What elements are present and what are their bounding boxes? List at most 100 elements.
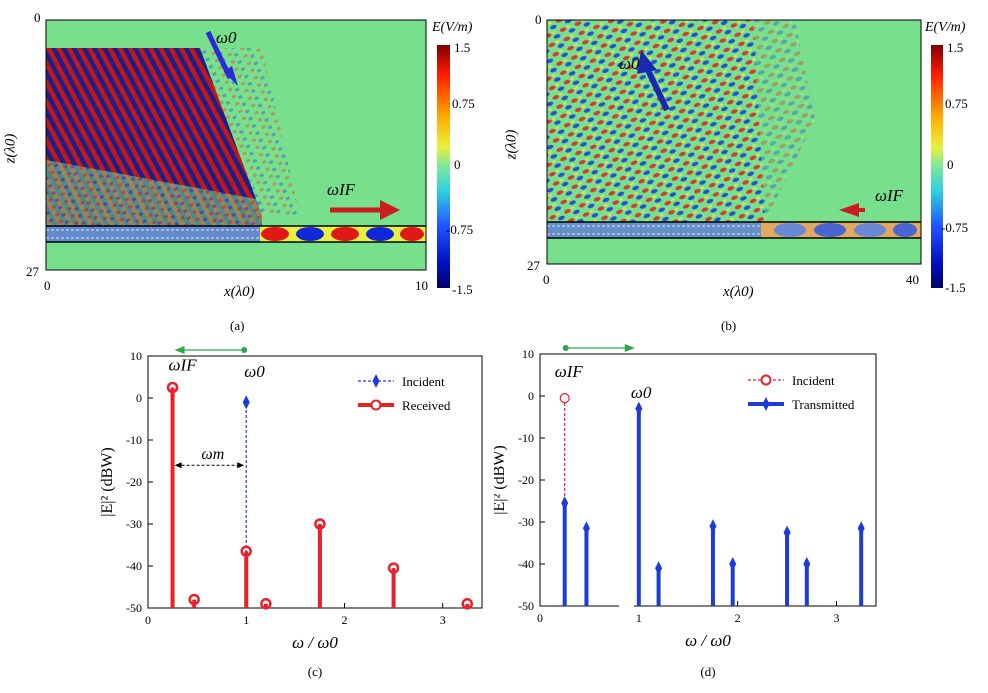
legend-label: Incident — [402, 374, 445, 389]
panel-a: ω0 ωIF 0 27 z(λ0) 0 10 x(λ0) E(V/m) 1.5 … — [0, 0, 474, 335]
field-map-b — [546, 19, 943, 288]
marker-transmitted — [561, 496, 569, 511]
colorbar-tick-b: 0 — [947, 157, 954, 172]
waveguide-left — [46, 226, 260, 242]
field-map-a — [45, 19, 450, 288]
marker-received — [260, 598, 272, 610]
marker-transmitted — [729, 557, 737, 571]
y-tick-label: -30 — [518, 515, 534, 529]
marker-received — [166, 381, 179, 394]
x-axis-label-a: x(λ0) — [224, 284, 255, 300]
marker-transmitted — [655, 561, 663, 576]
caption-a: (a) — [230, 318, 245, 333]
colorbar-tick-a: 0.75 — [452, 96, 475, 111]
y-tick-label: -20 — [518, 473, 534, 487]
y-axis-label: |E|² (dBW) — [99, 447, 116, 516]
panel-caption: (c) — [308, 664, 322, 679]
plot-frame — [539, 353, 877, 607]
x-right-tick-b: 40 — [906, 272, 919, 287]
colorbar-tick-a: -1.5 — [452, 282, 473, 297]
colorbar-tick-a: 1.5 — [454, 40, 471, 55]
colorbar-tick-a: -0.75 — [446, 222, 474, 237]
marker-received — [387, 562, 400, 574]
panel-caption: (d) — [700, 664, 715, 679]
y-tick-label: 0 — [136, 391, 142, 405]
marker-incident — [242, 395, 250, 410]
legend-label: Transmitted — [792, 397, 855, 412]
x-tick-label: 1 — [636, 611, 642, 625]
x-right-tick-a: 10 — [415, 278, 428, 293]
colorbar-b — [931, 45, 943, 288]
x-tick-label: 0 — [537, 611, 543, 625]
caption-b: (b) — [721, 318, 737, 333]
omega0-arrow — [644, 66, 670, 112]
marker-received — [461, 598, 474, 610]
colorbar-tick-a: 0 — [454, 157, 461, 172]
x-axis-label: ω / ω0 — [685, 631, 731, 650]
panel-b: ω0 ωIF 0 27 z(λ0) 0 40 x(λ0) E(V/m) 1.5 … — [495, 0, 988, 335]
y-tick-label: -40 — [126, 559, 142, 573]
y-axis-label: |E|² (dBW) — [494, 445, 508, 514]
x-axis-label-b: x(λ0) — [723, 284, 754, 300]
y-tick-label: 10 — [130, 349, 142, 363]
z-top-tick-a: 0 — [34, 10, 41, 25]
y-tick-label: 0 — [528, 389, 534, 403]
x-tick-label: 2 — [341, 613, 347, 627]
lower-fade-region — [46, 160, 262, 226]
panel-d: 10 0 -10 -20 -30 -40 -50 0 1 2 3 ω / ω0 |E|² (dBW) In… — [491, 340, 988, 688]
colorbar-tick-b: -0.75 — [941, 220, 969, 235]
omegaIF-label-a: ωIF — [327, 180, 356, 199]
wave-fade-region — [200, 48, 300, 215]
marker-transmitted — [803, 557, 811, 571]
legend-label: Incident — [792, 373, 835, 388]
direction-arrow-dot — [562, 345, 569, 351]
marker-transmitted — [857, 521, 865, 536]
omega0-label-b: ω0 — [619, 54, 640, 73]
legend-marker — [762, 397, 770, 411]
omegam-arrow-left — [174, 462, 182, 469]
marker-received — [188, 593, 200, 606]
x-tick-label: 1 — [243, 613, 249, 627]
omega0-label-a: ω0 — [216, 28, 237, 47]
marker-transmitted — [709, 519, 717, 534]
z-bottom-tick-a: 27 — [26, 264, 39, 279]
x-tick-label: 0 — [145, 613, 151, 627]
colorbar-tick-b: -1.5 — [945, 280, 966, 295]
legend-marker — [760, 374, 772, 386]
marker-transmitted — [582, 521, 590, 536]
annotation-omega0: ω0 — [631, 383, 652, 402]
x-left-tick-a: 0 — [44, 278, 51, 293]
y-tick-label: -50 — [518, 599, 534, 613]
y-tick-label: -20 — [126, 475, 142, 489]
waveguide-mode-blobs — [774, 223, 917, 237]
direction-arrow-dot — [241, 347, 248, 353]
wave-fade-region — [753, 20, 815, 222]
x-left-tick-b: 0 — [543, 272, 550, 287]
y-tick-label: -40 — [518, 557, 534, 571]
colorbar-a — [437, 45, 450, 288]
y-tick-label: -30 — [126, 517, 142, 531]
x-tick-label: 3 — [440, 613, 446, 627]
spectrum-chart-d: 100-10-20-30-40-500 1 2 3ω / ω0|E|² (dBW)In… — [491, 344, 877, 679]
legend-label: Received — [402, 398, 451, 413]
spectrum-chart-c: 100-10-20-30-40-500 1 2 3ω / ω0|E|² (dBW)In… — [99, 346, 483, 679]
colorbar-title-a: E(V/m) — [432, 20, 473, 35]
z-top-tick-b: 0 — [535, 12, 542, 27]
x-tick-label: 2 — [735, 611, 741, 625]
annotation-omega0: ω0 — [244, 362, 265, 381]
marker-transmitted — [783, 525, 791, 540]
direction-arrow-head — [174, 346, 185, 354]
marker-incident — [559, 392, 570, 404]
omegam-arrow-right — [237, 462, 245, 469]
x-axis-label: ω / ω0 — [292, 633, 338, 652]
colorbar-tick-b: 0.75 — [945, 96, 968, 111]
z-bottom-tick-b: 27 — [527, 258, 540, 273]
colorbar-tick-b: 1.5 — [947, 40, 964, 55]
direction-arrow-head — [624, 344, 635, 352]
y-tick-label: -50 — [126, 601, 142, 615]
legend-marker — [372, 374, 380, 388]
y-tick-label: 10 — [522, 347, 534, 361]
transmitted-wave-region — [547, 20, 765, 222]
marker-transmitted — [635, 401, 643, 416]
colorbar-title-b: E(V/m) — [925, 20, 966, 35]
